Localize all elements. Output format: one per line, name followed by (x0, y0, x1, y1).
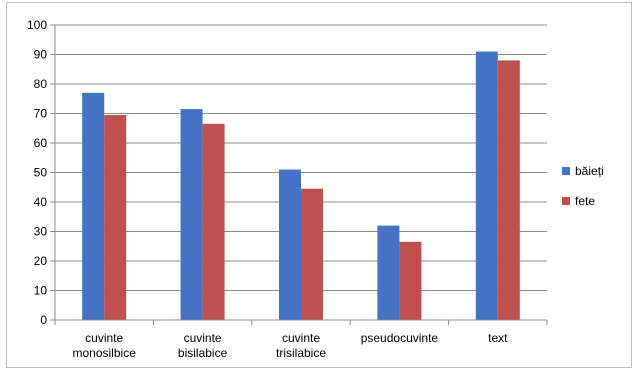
x-category-label: cuvinte (282, 331, 320, 345)
bar-baieti (180, 109, 203, 320)
legend-label: fete (575, 194, 595, 208)
x-category-label: bisilabice (178, 346, 228, 360)
y-tick-label: 10 (34, 284, 48, 298)
bar-fete (399, 241, 422, 320)
bar-baieti (82, 92, 105, 320)
legend-label: băieți (575, 164, 604, 178)
bars (82, 51, 520, 321)
y-tick-label: 30 (34, 225, 48, 239)
bar-baieti (279, 169, 301, 320)
y-tick-label: 20 (34, 254, 48, 268)
x-category-label: monosilbice (73, 346, 137, 360)
bar-fete (301, 188, 323, 320)
y-tick-label: 70 (34, 107, 48, 121)
bar-baieti (475, 51, 498, 321)
legend-swatch (562, 197, 570, 205)
x-category-label: trisilabice (276, 346, 326, 360)
y-tick-label: 100 (27, 18, 47, 32)
axes (54, 25, 548, 325)
x-category-label: cuvinte (184, 331, 222, 345)
x-category-label: text (488, 331, 508, 345)
x-axis-category-labels: cuvintemonosilbicecuvintebisilabicecuvin… (73, 331, 509, 360)
legend: băieți fete (562, 164, 604, 208)
bar-baieti (377, 225, 400, 320)
y-tick-label: 40 (34, 195, 48, 209)
y-axis-tick-labels: 0 10 20 30 40 50 60 70 80 90 100 (27, 18, 47, 327)
y-tick-label: 50 (34, 166, 48, 180)
y-tick-label: 90 (34, 48, 48, 62)
bar-fete (497, 60, 520, 321)
y-tick-label: 80 (34, 77, 48, 91)
y-tick-label: 0 (40, 313, 47, 327)
bar-fete (104, 114, 127, 320)
chart-frame: 0 10 20 30 40 50 60 70 80 90 100 cuvinte monosilbic… (6, 2, 632, 368)
legend-swatch (562, 167, 570, 175)
bar-fete (202, 123, 225, 320)
y-tick-label: 60 (34, 136, 48, 150)
x-category-label: pseudocuvinte (361, 331, 439, 345)
x-category-label: cuvinte (85, 331, 123, 345)
